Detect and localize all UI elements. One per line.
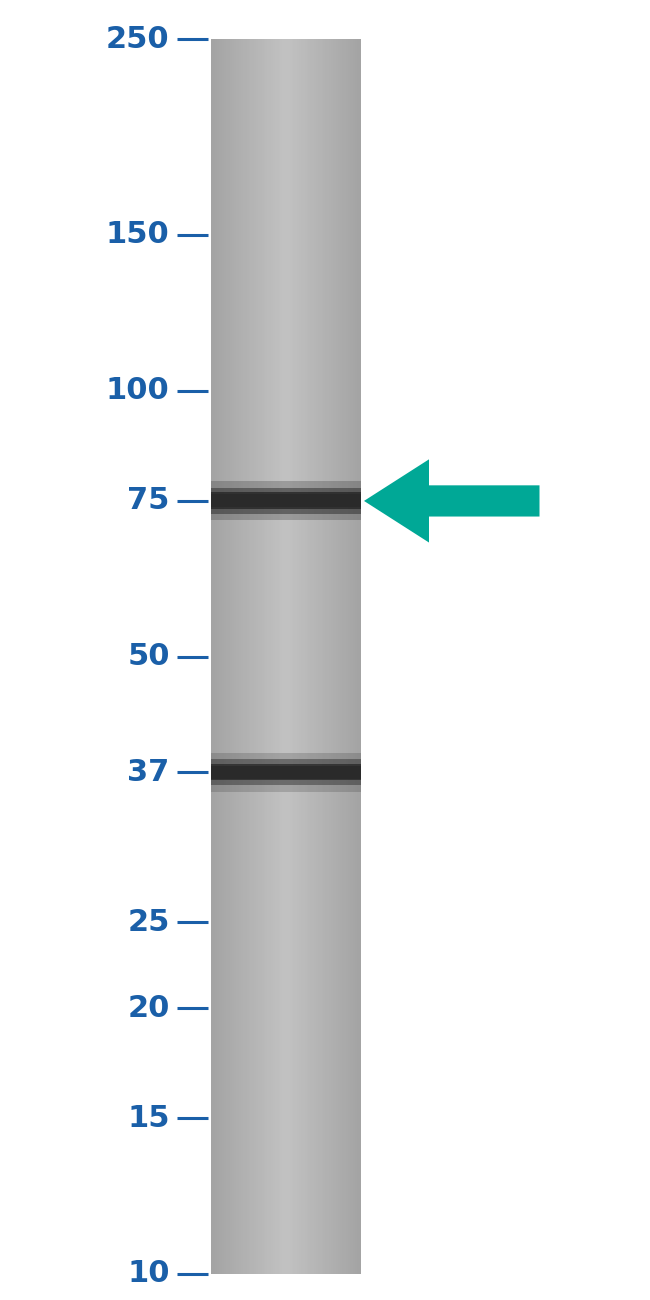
Text: 50: 50	[127, 642, 170, 671]
Bar	[280, 39, 282, 1274]
Text: 150: 150	[106, 221, 170, 250]
Polygon shape	[364, 459, 540, 542]
Bar	[211, 493, 361, 510]
Bar	[288, 39, 290, 1274]
Bar	[222, 39, 224, 1274]
Bar	[211, 481, 361, 520]
Bar	[352, 39, 354, 1274]
Bar	[243, 39, 245, 1274]
Bar	[267, 39, 269, 1274]
Bar	[327, 39, 329, 1274]
Bar	[224, 39, 226, 1274]
Bar	[211, 753, 361, 792]
Bar	[256, 39, 258, 1274]
Bar	[264, 39, 265, 1274]
Bar	[290, 39, 292, 1274]
Bar	[325, 39, 327, 1274]
Bar	[316, 39, 318, 1274]
Bar	[235, 39, 237, 1274]
Bar	[211, 766, 361, 779]
Bar	[331, 39, 333, 1274]
Bar	[211, 39, 213, 1274]
Bar	[320, 39, 322, 1274]
Bar	[324, 39, 325, 1274]
Bar	[305, 39, 307, 1274]
Bar	[258, 39, 260, 1274]
Text: 37: 37	[127, 758, 170, 786]
Bar	[239, 39, 241, 1274]
Text: 15: 15	[127, 1104, 170, 1132]
Text: 25: 25	[127, 907, 170, 937]
Bar	[350, 39, 352, 1274]
Bar	[307, 39, 309, 1274]
Bar	[301, 39, 303, 1274]
Bar	[310, 39, 312, 1274]
Bar	[262, 39, 264, 1274]
Bar	[250, 39, 252, 1274]
Bar	[297, 39, 299, 1274]
Bar	[348, 39, 350, 1274]
Bar	[340, 39, 342, 1274]
Bar	[337, 39, 338, 1274]
Bar	[322, 39, 324, 1274]
Bar	[237, 39, 239, 1274]
Bar	[217, 39, 218, 1274]
Bar	[312, 39, 314, 1274]
Text: 20: 20	[127, 993, 170, 1023]
Bar	[252, 39, 254, 1274]
Bar	[218, 39, 220, 1274]
Text: 10: 10	[127, 1260, 170, 1288]
Bar	[241, 39, 243, 1274]
Bar	[265, 39, 267, 1274]
Bar	[213, 39, 215, 1274]
Bar	[295, 39, 297, 1274]
Bar	[286, 39, 288, 1274]
Bar	[211, 759, 361, 785]
Bar	[248, 39, 250, 1274]
Bar	[271, 39, 273, 1274]
Bar	[303, 39, 305, 1274]
Bar	[284, 39, 286, 1274]
Bar	[273, 39, 275, 1274]
Bar	[329, 39, 331, 1274]
Text: 250: 250	[106, 25, 170, 53]
Bar	[247, 39, 249, 1274]
Bar	[339, 39, 340, 1274]
Bar	[318, 39, 320, 1274]
Bar	[275, 39, 277, 1274]
Bar	[299, 39, 301, 1274]
Bar	[254, 39, 256, 1274]
Bar	[230, 39, 232, 1274]
Bar	[344, 39, 346, 1274]
Bar	[314, 39, 316, 1274]
Bar	[346, 39, 348, 1274]
Bar	[309, 39, 310, 1274]
Bar	[359, 39, 361, 1274]
Bar	[357, 39, 359, 1274]
Bar	[333, 39, 335, 1274]
Bar	[211, 763, 361, 780]
Bar	[269, 39, 271, 1274]
Bar	[245, 39, 247, 1274]
Bar	[335, 39, 337, 1274]
Bar	[278, 39, 280, 1274]
Bar	[234, 39, 235, 1274]
Bar	[226, 39, 228, 1274]
Bar	[260, 39, 262, 1274]
Text: 100: 100	[106, 376, 170, 406]
Bar	[354, 39, 355, 1274]
Bar	[294, 39, 295, 1274]
Bar	[342, 39, 344, 1274]
Bar	[282, 39, 284, 1274]
Text: 75: 75	[127, 486, 170, 515]
Bar	[232, 39, 234, 1274]
Bar	[211, 494, 361, 507]
Bar	[292, 39, 294, 1274]
Bar	[220, 39, 222, 1274]
Bar	[355, 39, 357, 1274]
Bar	[277, 39, 279, 1274]
Bar	[215, 39, 217, 1274]
Bar	[228, 39, 230, 1274]
Bar	[211, 488, 361, 514]
